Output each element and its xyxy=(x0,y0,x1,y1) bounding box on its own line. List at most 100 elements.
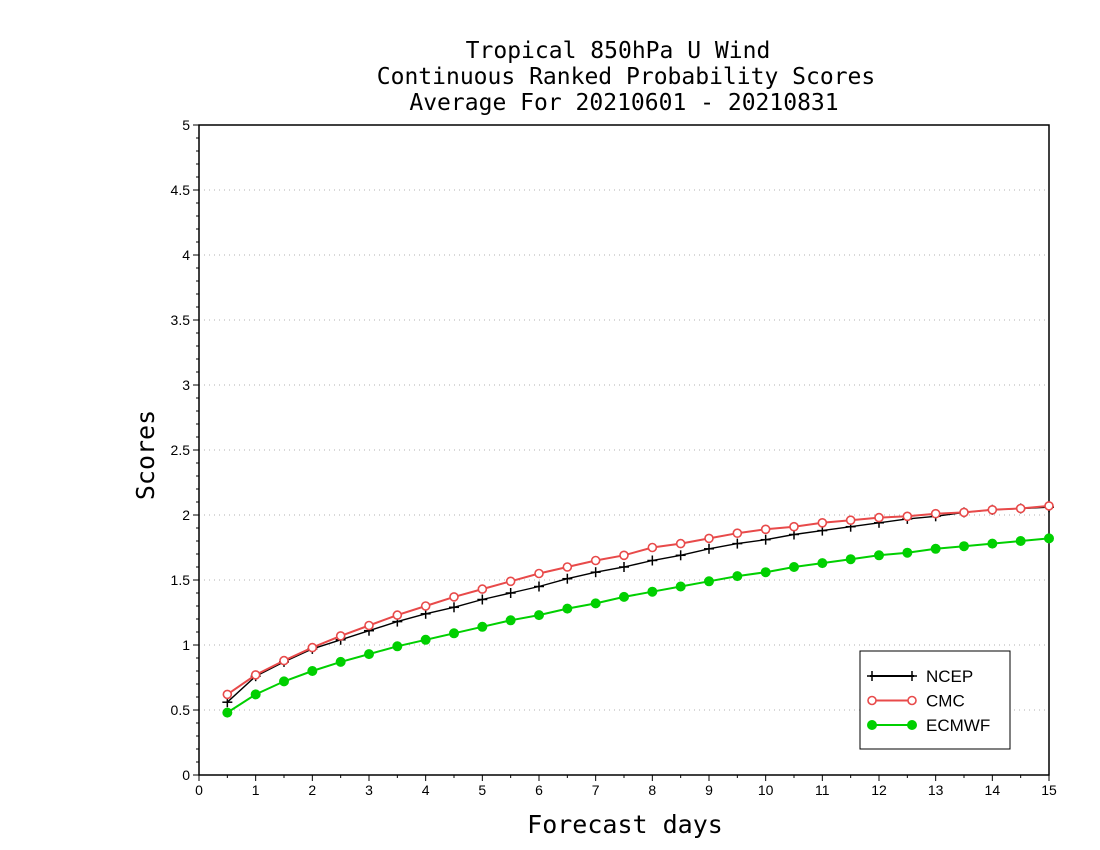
legend-marker-end xyxy=(907,720,917,730)
point-cmc-21 xyxy=(817,517,828,528)
series-ecmwf xyxy=(222,533,1054,718)
point-ecmwf-28 xyxy=(1015,536,1026,546)
point-cmc-2 xyxy=(279,655,289,666)
legend-marker-start xyxy=(867,720,877,730)
point-cmc-11 xyxy=(534,568,544,579)
point-cmc-20 xyxy=(789,521,799,532)
y-tick-label-7: 3.5 xyxy=(171,312,191,328)
x-tick-label-10: 10 xyxy=(758,782,774,798)
point-cmc-8 xyxy=(449,592,459,602)
x-tick-label-5: 5 xyxy=(478,782,486,798)
y-tick-label-4: 2 xyxy=(182,507,190,523)
point-cmc-4 xyxy=(335,631,346,641)
point-ncep-15 xyxy=(647,555,658,566)
point-ecmwf-17 xyxy=(704,576,714,587)
y-tick-label-5: 2.5 xyxy=(171,442,191,458)
y-tick-label-6: 3 xyxy=(182,377,190,393)
point-ncep-19 xyxy=(760,534,771,545)
legend-box xyxy=(859,650,1011,750)
title-line-3: Average For 20210601 - 20210831 xyxy=(409,90,838,116)
point-cmc-0 xyxy=(222,689,233,700)
x-tick-label-7: 7 xyxy=(592,782,600,798)
x-tick-label-14: 14 xyxy=(985,782,1001,798)
point-ecmwf-8 xyxy=(449,628,459,639)
point-cmc-19 xyxy=(760,524,771,535)
point-cmc-3 xyxy=(307,642,318,653)
title-line-1: Tropical 850hPa U Wind xyxy=(466,38,771,64)
y-tick-label-0: 0 xyxy=(182,767,190,783)
legend-item-cmc: CMC xyxy=(867,692,965,711)
point-cmc-18 xyxy=(732,528,743,539)
point-ecmwf-5 xyxy=(364,649,374,660)
point-ecmwf-29 xyxy=(1044,533,1054,544)
y-tick-label-9: 4.5 xyxy=(171,182,191,198)
point-cmc-10 xyxy=(505,576,516,587)
point-ecmwf-13 xyxy=(590,598,601,609)
legend-marker-start xyxy=(867,695,877,706)
point-ecmwf-12 xyxy=(562,603,573,614)
point-cmc-16 xyxy=(675,538,686,549)
y-axis-label: Scores xyxy=(131,410,160,500)
legend-marker-end xyxy=(907,695,917,706)
point-cmc-7 xyxy=(420,601,431,611)
legend-label-ecmwf: ECMWF xyxy=(926,716,990,735)
point-ecmwf-2 xyxy=(279,676,289,687)
point-ecmwf-4 xyxy=(335,656,346,667)
point-ecmwf-14 xyxy=(619,591,629,602)
x-tick-label-11: 11 xyxy=(815,782,830,798)
point-cmc-29 xyxy=(1044,501,1054,511)
point-cmc-5 xyxy=(364,620,374,631)
point-cmc-13 xyxy=(590,555,601,566)
point-ecmwf-19 xyxy=(760,567,771,578)
y-tick-label-2: 1 xyxy=(182,637,190,653)
gridlines xyxy=(199,124,1049,711)
legend-label-ncep: NCEP xyxy=(926,667,973,686)
point-ecmwf-24 xyxy=(902,547,913,558)
point-ncep-9 xyxy=(477,594,488,605)
legend-marker-start xyxy=(867,671,877,681)
point-ecmwf-20 xyxy=(789,562,799,572)
point-cmc-22 xyxy=(845,515,856,526)
point-ecmwf-21 xyxy=(817,558,828,569)
y-tick-label-3: 1.5 xyxy=(171,572,191,588)
axes: 0 1 2 3 4 5 6 7 8 9 10 11 12 13 14 1500.511.522.533.544… xyxy=(171,117,1057,798)
point-ecmwf-26 xyxy=(959,541,969,552)
x-tick-label-4: 4 xyxy=(422,782,430,798)
x-axis-label: Forecast days xyxy=(527,810,723,839)
legend: NCEP CMC ECMWF xyxy=(859,650,1011,750)
legend-marker-end xyxy=(907,671,917,681)
point-cmc-26 xyxy=(959,507,969,518)
point-cmc-14 xyxy=(619,550,629,561)
data-series xyxy=(222,501,1054,718)
legend-item-ncep: NCEP xyxy=(867,667,973,686)
point-cmc-28 xyxy=(1015,503,1026,514)
point-ncep-11 xyxy=(534,581,544,592)
point-ecmwf-0 xyxy=(222,707,233,718)
point-cmc-12 xyxy=(562,562,573,572)
x-tick-label-6: 6 xyxy=(535,782,543,798)
point-cmc-25 xyxy=(930,508,941,519)
point-cmc-9 xyxy=(477,584,488,594)
point-ecmwf-1 xyxy=(250,689,261,700)
point-ecmwf-16 xyxy=(675,581,686,592)
point-ecmwf-15 xyxy=(647,586,658,597)
point-ncep-13 xyxy=(590,567,601,578)
point-ncep-14 xyxy=(619,562,629,572)
legend-label-cmc: CMC xyxy=(926,692,965,711)
x-tick-label-12: 12 xyxy=(871,782,887,798)
point-ecmwf-25 xyxy=(930,543,941,554)
point-ecmwf-23 xyxy=(874,550,884,561)
point-ncep-17 xyxy=(704,543,714,554)
legend-item-ecmwf: ECMWF xyxy=(867,716,990,735)
x-tick-label-1: 1 xyxy=(252,782,260,798)
point-cmc-27 xyxy=(987,504,998,515)
point-ecmwf-3 xyxy=(307,666,318,676)
point-ecmwf-7 xyxy=(420,634,431,645)
point-cmc-23 xyxy=(874,512,884,523)
x-tick-label-2: 2 xyxy=(308,782,316,798)
point-cmc-24 xyxy=(902,511,913,522)
point-ecmwf-18 xyxy=(732,571,743,582)
x-tick-label-8: 8 xyxy=(648,782,656,798)
y-tick-label-1: 0.5 xyxy=(171,702,191,718)
